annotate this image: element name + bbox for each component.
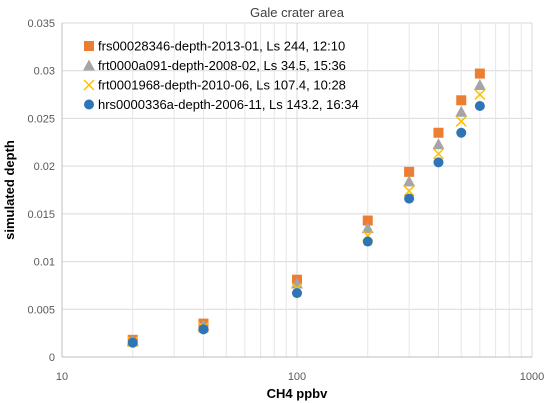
x-tick-label: 100 — [288, 371, 306, 383]
data-points — [126, 68, 486, 348]
x-marker-stroke — [83, 79, 95, 91]
data-point — [362, 236, 373, 247]
y-tick-label: 0.005 — [27, 304, 55, 316]
data-point — [362, 215, 373, 226]
data-point — [456, 127, 467, 138]
series-4 — [127, 101, 485, 348]
data-point — [456, 95, 467, 106]
legend-item: frt0001968-depth-2010-06, Ls 107.4, 10:2… — [83, 78, 346, 93]
y-tick-label: 0.035 — [27, 18, 55, 30]
legend-item: hrs0000336a-depth-2006-11, Ls 143.2, 16:… — [84, 97, 359, 112]
legend-label: frs00028346-depth-2013-01, Ls 244, 12:10 — [98, 39, 345, 54]
data-point — [403, 185, 415, 197]
chart-title: Gale crater area — [250, 5, 345, 20]
x-tick-label: 10 — [56, 371, 68, 383]
x-marker-stroke — [455, 115, 467, 127]
x-marker-stroke — [474, 89, 486, 101]
data-point — [403, 175, 416, 187]
data-point — [455, 115, 467, 127]
data-point — [474, 89, 486, 101]
data-point — [455, 105, 468, 117]
data-point — [127, 337, 138, 348]
data-point — [361, 222, 374, 234]
axes — [61, 23, 532, 358]
legend-label: hrs0000336a-depth-2006-11, Ls 143.2, 16:… — [98, 97, 359, 112]
data-point — [432, 138, 445, 150]
legend-marker — [84, 41, 94, 51]
data-point — [474, 68, 485, 79]
legend-marker — [84, 99, 94, 110]
x-marker-stroke — [432, 148, 445, 160]
data-point — [474, 101, 485, 112]
data-point — [432, 148, 445, 160]
data-point — [292, 288, 302, 299]
legend-marker — [83, 59, 95, 71]
tick-labels: 0 0.005 0.01 0.015 0.02 0.025 0.03 0.035 10 100 10… — [27, 18, 544, 383]
gridlines — [62, 22, 533, 357]
legend-item: frs00028346-depth-2013-01, Ls 244, 12:10 — [84, 39, 345, 54]
series-2 — [126, 79, 486, 346]
legend: frs00028346-depth-2013-01, Ls 244, 12:10… — [83, 39, 359, 112]
legend-label: frt0001968-depth-2010-06, Ls 107.4, 10:2… — [98, 78, 346, 93]
y-tick-label: 0.03 — [34, 66, 55, 78]
y-axis-label: simulated depth — [2, 140, 17, 240]
y-tick-label: 0.02 — [34, 161, 55, 173]
data-point — [433, 127, 444, 138]
x-marker-stroke — [403, 185, 415, 197]
x-axis-label: CH4 ppbv — [267, 386, 328, 401]
y-tick-label: 0 — [49, 352, 55, 364]
y-tick-label: 0.025 — [27, 113, 55, 125]
y-tick-label: 0.015 — [27, 209, 55, 221]
legend-marker — [83, 79, 95, 91]
y-tick-label: 0.01 — [34, 257, 55, 269]
x-tick-label: 1000 — [520, 371, 544, 383]
legend-item: frt0000a091-depth-2008-02, Ls 34.5, 15:3… — [83, 58, 346, 73]
data-point — [404, 193, 415, 204]
data-point — [433, 157, 444, 168]
legend-label: frt0000a091-depth-2008-02, Ls 34.5, 15:3… — [98, 58, 346, 73]
series-3 — [127, 89, 486, 348]
data-point — [198, 324, 209, 335]
data-point — [404, 166, 415, 177]
data-point — [473, 79, 486, 91]
